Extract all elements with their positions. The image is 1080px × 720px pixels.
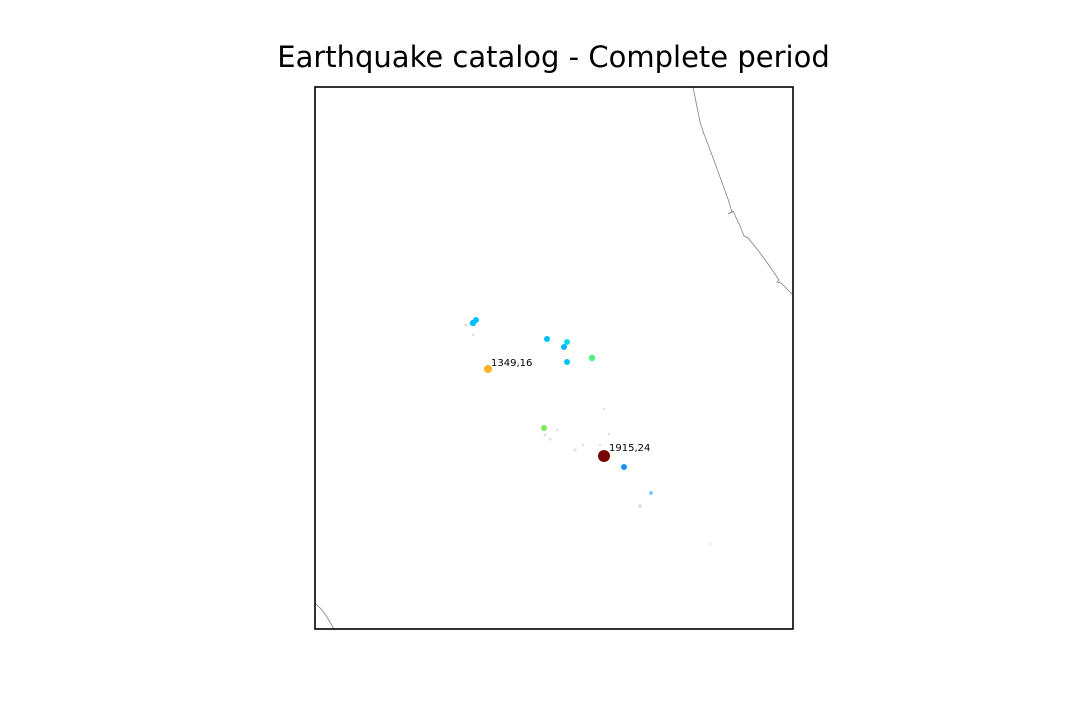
earthquake-marker [708, 542, 712, 546]
map-frame [314, 86, 794, 630]
earthquake-marker [561, 344, 567, 350]
earthquake-marker [564, 339, 570, 345]
earthquake-marker [471, 333, 475, 337]
earthquake-marker [607, 432, 611, 436]
earthquake-marker [581, 443, 585, 447]
earthquake-label: 1349,16 [491, 358, 532, 369]
earthquake-marker [484, 365, 492, 373]
earthquake-marker [464, 323, 468, 327]
earthquake-marker [598, 450, 610, 462]
coastline-layer [315, 87, 793, 629]
earthquake-marker [555, 428, 559, 432]
earthquake-marker [649, 491, 653, 495]
earthquake-marker [544, 336, 550, 342]
events-layer [464, 317, 712, 546]
earthquake-marker [602, 407, 606, 411]
coastline-southwest [315, 602, 335, 629]
earthquake-marker [564, 359, 570, 365]
earthquake-marker [638, 504, 642, 508]
earthquake-marker [598, 443, 602, 447]
earthquake-marker [548, 437, 552, 441]
labels-layer: 1349,16 1915,24 [491, 358, 650, 454]
earthquake-marker [588, 354, 596, 362]
earthquake-marker [541, 425, 547, 431]
earthquake-marker [573, 448, 577, 452]
earthquake-label: 1915,24 [609, 443, 650, 454]
earthquake-marker [473, 317, 479, 323]
coastline-northeast [692, 87, 793, 295]
earthquake-marker [543, 433, 547, 437]
map-title: Earthquake catalog - Complete period [277, 40, 830, 74]
earthquake-marker [621, 464, 627, 470]
